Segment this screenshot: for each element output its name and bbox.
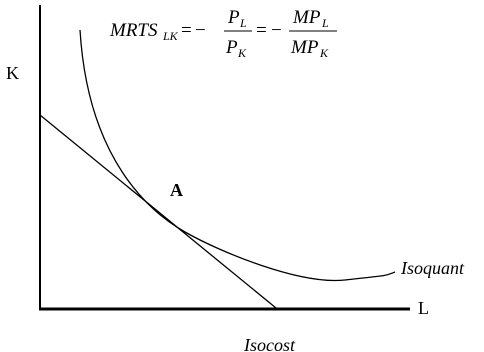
fraction-denominator: MP	[290, 37, 319, 58]
isoquant-label: Isoquant	[400, 258, 465, 278]
fraction-denominator-sub: K	[319, 46, 329, 60]
formula-lhs: MRTS	[109, 20, 158, 41]
fraction-denominator: P	[225, 37, 238, 58]
isocost-label: Isocost	[243, 335, 296, 352]
formula-minus: −	[195, 20, 206, 41]
formula-minus: −	[271, 20, 282, 41]
fraction-numerator: P	[227, 7, 240, 28]
fraction-numerator: MP	[292, 7, 321, 28]
fraction-numerator-sub: L	[321, 16, 329, 30]
x-axis-label: L	[418, 298, 429, 318]
formula-equals: =	[181, 20, 192, 41]
fraction-denominator-sub: K	[237, 46, 247, 60]
isocost-line	[39, 114, 277, 309]
formula-equals: =	[256, 20, 267, 41]
formula-lhs-sub: LK	[162, 29, 179, 43]
y-axis-label: K	[6, 63, 19, 83]
isoquant-curve	[79, 29, 396, 282]
point-label: A	[170, 180, 183, 200]
fraction-numerator-sub: L	[239, 16, 247, 30]
